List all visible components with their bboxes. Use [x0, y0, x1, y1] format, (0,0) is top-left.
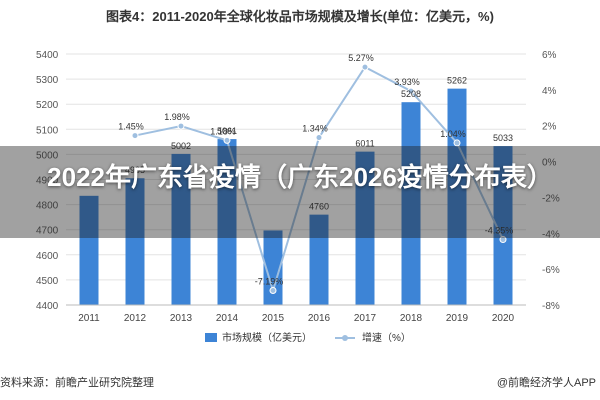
- growth-value-label: 3.93%: [394, 77, 420, 87]
- bar: [447, 88, 467, 305]
- growth-value-label: 1.04%: [440, 129, 466, 139]
- bar: [263, 230, 283, 305]
- growth-value-label: 1.34%: [302, 124, 328, 134]
- growth-point: [453, 139, 461, 147]
- y-left-tick-label: 5300: [36, 75, 59, 86]
- growth-value-label: 1.45%: [118, 122, 144, 132]
- bar-value-label: 6011: [355, 139, 374, 149]
- chart-title: 图表4：2011-2020年全球化妆品市场规模及增长(单位：亿美元，%): [106, 9, 494, 24]
- x-tick-label: 2014: [216, 313, 239, 324]
- growth-point: [223, 136, 231, 144]
- growth-value-label: -4.35%: [485, 226, 514, 236]
- growth-value-label: 5.27%: [348, 53, 374, 63]
- y-right-tick-label: 4%: [542, 86, 557, 97]
- y-left-tick-label: 5000: [36, 150, 59, 161]
- x-tick-label: 2017: [354, 313, 377, 324]
- bar: [79, 195, 99, 305]
- growth-point: [499, 236, 507, 244]
- legend-line-label: 增速（%）: [362, 331, 411, 344]
- bar-value-label: 5002: [171, 141, 191, 151]
- data-labels: 4905 5002 5061 4760 6011 5208 5262 5033 1.45% 1.9…: [118, 53, 513, 286]
- bar: [171, 153, 191, 305]
- x-tick-label: 2011: [78, 313, 100, 324]
- bar: [309, 214, 329, 305]
- y-right-tick-label: -4%: [542, 229, 560, 240]
- bar-value-label: 5262: [447, 76, 467, 86]
- y-left-tick-label: 4700: [36, 226, 59, 237]
- legend-line-marker: [342, 335, 348, 341]
- source-note: 资料来源：前瞻产业研究院整理: [0, 377, 154, 389]
- bar-series: [79, 88, 513, 305]
- y-right-tick-label: -8%: [542, 301, 560, 312]
- bar: [493, 146, 513, 305]
- bar: [401, 102, 421, 305]
- growth-value-label: -7.19%: [255, 276, 284, 286]
- y-left-tick-label: 5200: [36, 100, 59, 111]
- y-left-tick-label: 4800: [36, 201, 59, 212]
- watermark-credit: @前瞻经济学人APP: [496, 377, 596, 389]
- y-left-tick-label: 4400: [36, 301, 59, 312]
- x-tick-label: 2016: [308, 313, 331, 324]
- bar: [217, 139, 237, 305]
- growth-value-label: 1.98%: [164, 112, 190, 122]
- y-right-tick-label: -2%: [542, 193, 560, 204]
- bar: [125, 178, 145, 305]
- growth-point: [315, 134, 323, 142]
- x-tick-label: 2020: [492, 313, 515, 324]
- y-right-tick-label: 2%: [542, 122, 557, 133]
- growth-point: [131, 132, 139, 140]
- growth-point: [177, 122, 185, 130]
- axes: 4400 4500 4600 4700 4800 4900 5000 5100 5200 5300…: [36, 50, 560, 324]
- growth-point: [361, 63, 369, 71]
- legend-bar-label: 市场规模（亿美元）: [222, 331, 312, 344]
- bar-value-label: 4760: [309, 202, 329, 212]
- y-right-tick-label: -6%: [542, 265, 560, 276]
- overlay-headline: 2022年广东省疫情（广东2026疫情分布表）: [47, 162, 553, 192]
- bar-value-label: 4905: [125, 165, 145, 175]
- y-left-tick-label: 4500: [36, 276, 59, 287]
- growth-value-label: 1.18%: [210, 126, 236, 136]
- x-tick-label: 2018: [400, 313, 423, 324]
- overlay-banner: [0, 146, 600, 238]
- bar-value-label: 5208: [401, 89, 421, 99]
- growth-point: [407, 87, 415, 95]
- y-left-tick-label: 5100: [36, 125, 59, 136]
- y-left-tick-label: 4600: [36, 251, 59, 262]
- x-tick-label: 2015: [262, 313, 285, 324]
- y-left-tick-label: 5400: [36, 50, 59, 61]
- x-tick-label: 2013: [170, 313, 193, 324]
- growth-line-series: [131, 63, 507, 294]
- bar: [355, 151, 375, 305]
- legend: 市场规模（亿美元） 增速（%）: [205, 331, 411, 344]
- bar-value-label: 5033: [493, 133, 513, 143]
- x-tick-label: 2012: [124, 313, 147, 324]
- bar-value-label: 5061: [217, 126, 237, 136]
- y-right-tick-label: 0%: [542, 158, 557, 169]
- y-right-tick-label: 6%: [542, 50, 557, 61]
- legend-bar-swatch: [205, 333, 217, 342]
- x-tick-label: 2019: [446, 313, 469, 324]
- growth-point: [269, 286, 277, 294]
- y-left-tick-label: 4900: [36, 176, 59, 187]
